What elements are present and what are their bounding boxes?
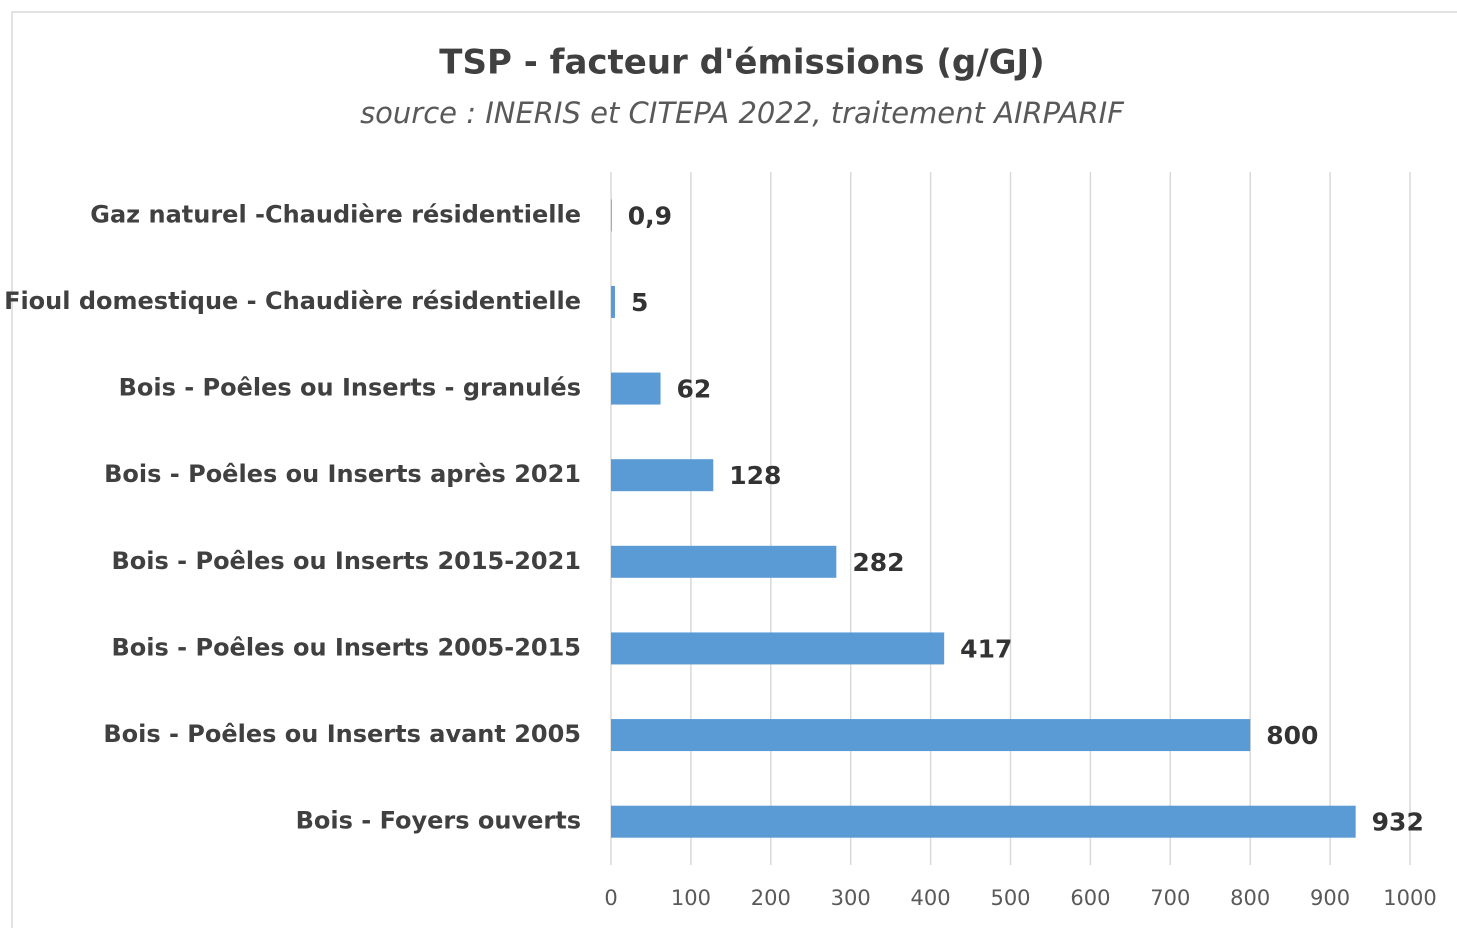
x-tick-label: 700 — [1150, 886, 1190, 910]
chart-frame — [11, 11, 1457, 928]
y-tick-label: Gaz naturel -Chaudière résidentielle — [90, 200, 581, 228]
y-tick-label: Bois - Poêles ou Inserts - granulés — [119, 374, 581, 402]
y-tick-label: Bois - Poêles ou Inserts 2005-2015 — [112, 633, 581, 661]
x-tick-label: 900 — [1310, 886, 1350, 910]
data-label: 282 — [852, 548, 904, 577]
y-tick-label: Fioul domestique - Chaudière résidentiel… — [4, 287, 581, 315]
bar — [611, 632, 945, 665]
x-tick-label: 0 — [604, 886, 617, 910]
data-label: 800 — [1266, 721, 1318, 750]
x-tick-label: 200 — [751, 886, 791, 910]
bar — [611, 459, 714, 492]
x-tick-label: 600 — [1070, 886, 1110, 910]
bar — [611, 545, 837, 578]
bar — [611, 199, 612, 232]
x-tick-label: 1000 — [1383, 886, 1436, 910]
data-label: 5 — [631, 288, 648, 317]
data-label: 417 — [960, 634, 1012, 663]
y-tick-label: Bois - Poêles ou Inserts après 2021 — [104, 460, 581, 488]
x-tick-label: 800 — [1230, 886, 1270, 910]
data-label: 932 — [1372, 808, 1424, 837]
bar — [611, 719, 1251, 752]
x-tick-label: 100 — [671, 886, 711, 910]
bar — [611, 372, 661, 405]
data-label: 128 — [729, 461, 781, 490]
data-label: 62 — [677, 375, 712, 404]
x-tick-label: 300 — [831, 886, 871, 910]
chart-subtitle: source : INERIS et CITEPA 2022, traiteme… — [360, 96, 1125, 130]
y-tick-label: Bois - Poêles ou Inserts 2015-2021 — [112, 547, 581, 575]
chart-title: TSP - facteur d'émissions (g/GJ) — [439, 43, 1044, 83]
bar — [611, 805, 1356, 838]
x-tick-label: 400 — [911, 886, 951, 910]
y-tick-label: Bois - Poêles ou Inserts avant 2005 — [103, 720, 581, 748]
y-tick-label: Bois - Foyers ouverts — [296, 807, 581, 835]
x-tick-label: 500 — [990, 886, 1030, 910]
data-label: 0,9 — [628, 201, 672, 230]
bar — [611, 285, 615, 318]
